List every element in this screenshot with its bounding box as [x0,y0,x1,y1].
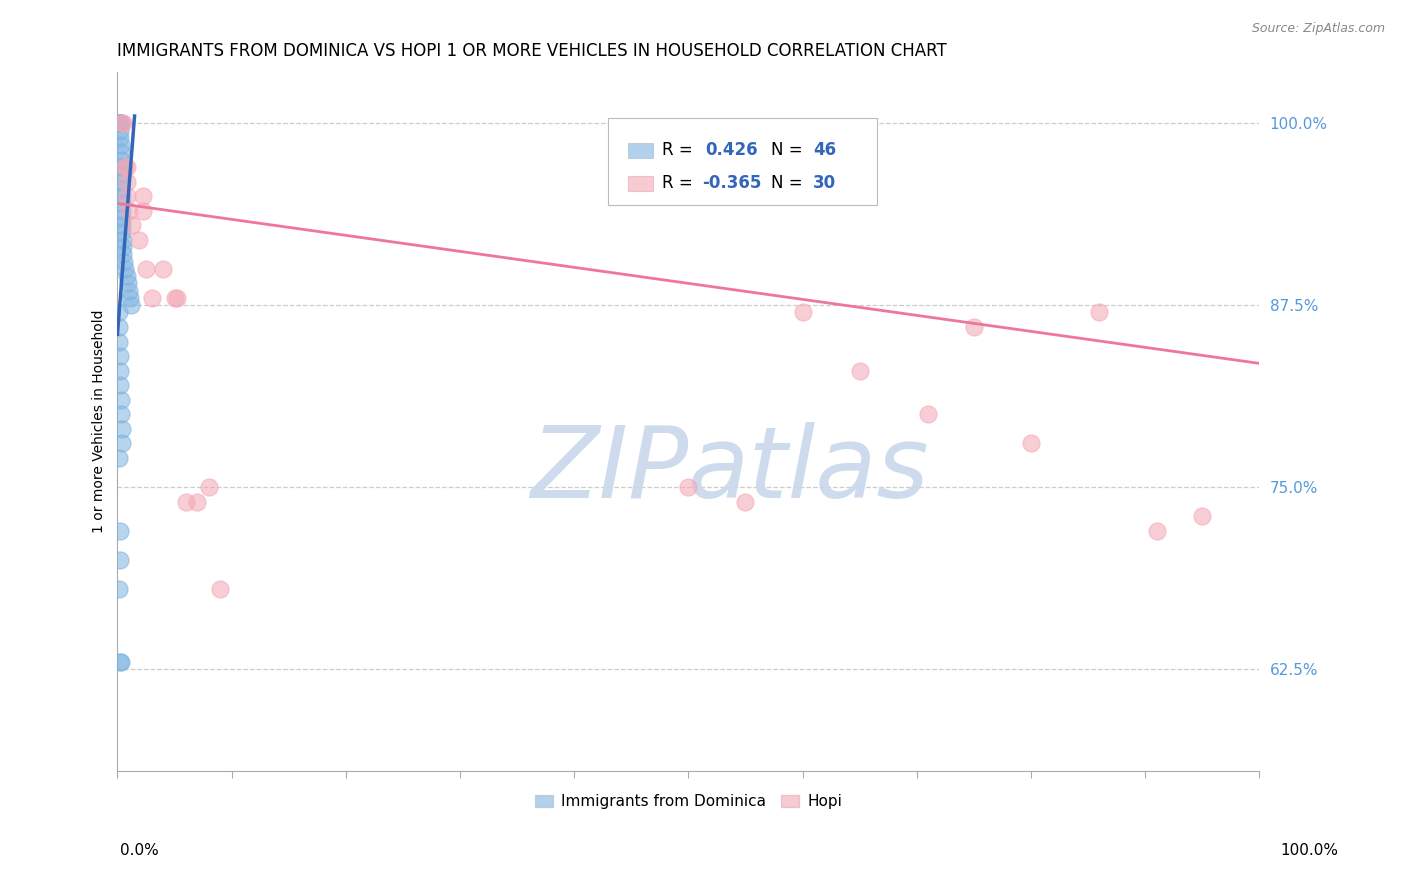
Text: Source: ZipAtlas.com: Source: ZipAtlas.com [1251,22,1385,36]
Text: 0.426: 0.426 [706,141,758,159]
Point [107,334,129,349]
Point [112,254,135,268]
FancyBboxPatch shape [628,143,652,158]
Point [110,392,132,407]
Point [111,218,134,232]
Point [107,450,129,465]
Point [115,269,138,284]
Point [111,211,134,225]
Text: IMMIGRANTS FROM DOMINICA VS HOPI 1 OR MORE VEHICLES IN HOUSEHOLD CORRELATION CHA: IMMIGRANTS FROM DOMINICA VS HOPI 1 OR MO… [118,42,948,60]
Point [1088,305,1111,319]
Point [112,116,135,130]
Point [110,138,132,153]
Point [141,291,163,305]
Legend: Immigrants from Dominica, Hopi: Immigrants from Dominica, Hopi [529,789,848,815]
Point [108,116,131,130]
Point [110,175,132,189]
Point [135,261,157,276]
Text: 30: 30 [813,174,837,192]
FancyBboxPatch shape [628,176,652,191]
Point [108,131,131,145]
Text: -0.365: -0.365 [702,174,762,192]
Point [108,123,131,137]
Point [110,407,132,421]
Point [117,277,139,291]
Point [115,160,138,174]
Point [209,582,232,596]
Point [112,233,135,247]
Point [115,189,138,203]
Point [121,218,143,232]
Point [107,320,129,334]
Point [108,116,131,130]
Text: 0.0%: 0.0% [120,843,159,858]
Point [108,524,131,538]
Point [108,364,131,378]
Point [110,655,132,669]
Point [108,116,131,130]
Point [110,182,132,196]
Point [111,196,134,211]
Point [115,175,138,189]
Point [110,160,132,174]
Point [111,203,134,218]
FancyBboxPatch shape [609,118,877,205]
Point [108,655,131,669]
Y-axis label: 1 or more Vehicles in Household: 1 or more Vehicles in Household [93,310,107,533]
Point [128,233,150,247]
Point [114,261,136,276]
Point [111,436,134,450]
Text: atlas: atlas [689,422,929,519]
Point [118,284,141,298]
Point [118,291,141,305]
Point [197,480,219,494]
Point [848,364,870,378]
Point [114,160,136,174]
Point [110,167,132,181]
Point [1191,509,1213,524]
Point [110,153,132,167]
Point [110,145,132,160]
Point [112,240,135,254]
Point [734,494,756,508]
Point [166,291,188,305]
Point [108,553,131,567]
Point [111,116,134,130]
Point [131,189,153,203]
Point [111,189,134,203]
Point [118,203,141,218]
Text: 100.0%: 100.0% [1281,843,1339,858]
Point [108,116,131,130]
Point [963,320,986,334]
Text: R =: R = [662,174,693,192]
Point [120,298,142,312]
Point [107,582,129,596]
Text: N =: N = [770,174,803,192]
Point [111,226,134,240]
Point [186,494,208,508]
Point [163,291,186,305]
Point [174,494,197,508]
Point [107,116,129,130]
Point [678,480,700,494]
Point [1146,524,1168,538]
Point [111,422,134,436]
Point [108,349,131,363]
Text: R =: R = [662,141,693,159]
Point [1019,436,1042,450]
Text: N =: N = [770,141,803,159]
Point [108,378,131,392]
Point [917,407,939,421]
Point [792,305,814,319]
Point [152,261,174,276]
Point [112,247,135,261]
Text: ZIP: ZIP [530,422,689,519]
Text: 46: 46 [813,141,837,159]
Point [131,203,153,218]
Point [107,305,129,319]
